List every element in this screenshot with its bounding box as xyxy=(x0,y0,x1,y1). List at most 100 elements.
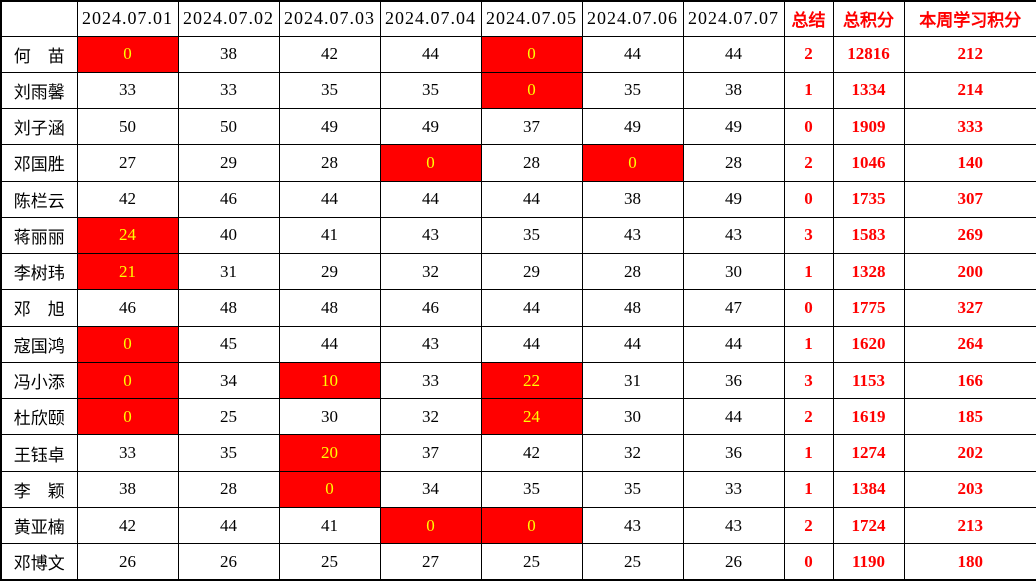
score-cell[interactable]: 44 xyxy=(480,289,583,327)
score-cell[interactable]: 50 xyxy=(177,108,280,146)
score-cell[interactable]: 35 xyxy=(177,434,280,472)
week-points-cell[interactable]: 213 xyxy=(903,506,1036,545)
score-cell[interactable]: 34 xyxy=(379,470,482,508)
name-cell[interactable]: 蒋丽丽 xyxy=(0,216,78,255)
week-points-cell[interactable]: 333 xyxy=(903,108,1036,146)
score-cell[interactable]: 43 xyxy=(581,216,684,255)
total-points-cell[interactable]: 1909 xyxy=(832,108,905,146)
score-cell[interactable]: 41 xyxy=(278,216,381,255)
name-cell[interactable]: 刘子涵 xyxy=(0,108,78,146)
score-cell[interactable]: 26 xyxy=(76,543,179,581)
total-points-cell[interactable]: 1046 xyxy=(832,144,905,182)
score-cell[interactable]: 37 xyxy=(379,434,482,472)
total-points-cell[interactable]: 1274 xyxy=(832,434,905,472)
name-cell[interactable]: 邓国胜 xyxy=(0,144,78,182)
score-cell[interactable]: 35 xyxy=(581,470,684,508)
week-points-cell[interactable]: 214 xyxy=(903,71,1036,110)
score-cell[interactable]: 49 xyxy=(682,180,785,218)
summary-header-cell[interactable]: 总结 xyxy=(783,0,834,37)
score-cell[interactable]: 29 xyxy=(177,144,280,182)
score-cell[interactable]: 36 xyxy=(682,434,785,472)
week-points-cell[interactable]: 140 xyxy=(903,144,1036,182)
score-cell[interactable]: 42 xyxy=(76,506,179,545)
week-points-cell[interactable]: 180 xyxy=(903,543,1036,581)
total-points-cell[interactable]: 1153 xyxy=(832,361,905,400)
score-cell[interactable]: 44 xyxy=(278,325,381,363)
score-cell[interactable]: 46 xyxy=(76,289,179,327)
score-cell[interactable]: 46 xyxy=(177,180,280,218)
score-cell[interactable]: 40 xyxy=(177,216,280,255)
week-points-cell[interactable]: 264 xyxy=(903,325,1036,363)
score-cell[interactable]: 34 xyxy=(177,361,280,400)
total-points-cell[interactable]: 12816 xyxy=(832,35,905,73)
score-cell-flagged[interactable]: 0 xyxy=(278,470,381,508)
score-cell[interactable]: 43 xyxy=(581,506,684,545)
name-cell[interactable]: 邓 旭 xyxy=(0,289,78,327)
total-points-cell[interactable]: 1384 xyxy=(832,470,905,508)
total-points-cell[interactable]: 1724 xyxy=(832,506,905,545)
score-cell[interactable]: 30 xyxy=(581,398,684,436)
summary-cell[interactable]: 1 xyxy=(783,71,834,110)
score-cell-flagged[interactable]: 24 xyxy=(76,216,179,255)
score-cell[interactable]: 28 xyxy=(581,253,684,291)
summary-cell[interactable]: 0 xyxy=(783,543,834,581)
summary-header-cell[interactable]: 本周学习积分 xyxy=(903,0,1036,37)
name-cell[interactable]: 黄亚楠 xyxy=(0,506,78,545)
date-header-cell[interactable]: 2024.07.01 xyxy=(76,0,179,37)
corner-cell[interactable] xyxy=(0,0,78,37)
score-cell[interactable]: 28 xyxy=(682,144,785,182)
score-cell-flagged[interactable]: 0 xyxy=(76,361,179,400)
score-cell[interactable]: 31 xyxy=(581,361,684,400)
score-cell[interactable]: 28 xyxy=(177,470,280,508)
score-cell[interactable]: 38 xyxy=(581,180,684,218)
score-cell-flagged[interactable]: 20 xyxy=(278,434,381,472)
score-cell[interactable]: 26 xyxy=(177,543,280,581)
score-cell[interactable]: 44 xyxy=(682,398,785,436)
total-points-cell[interactable]: 1735 xyxy=(832,180,905,218)
summary-cell[interactable]: 1 xyxy=(783,470,834,508)
score-cell-flagged[interactable]: 0 xyxy=(379,506,482,545)
score-cell-flagged[interactable]: 21 xyxy=(76,253,179,291)
score-cell[interactable]: 42 xyxy=(76,180,179,218)
score-cell-flagged[interactable]: 24 xyxy=(480,398,583,436)
score-cell[interactable]: 48 xyxy=(581,289,684,327)
summary-cell[interactable]: 2 xyxy=(783,35,834,73)
total-points-cell[interactable]: 1619 xyxy=(832,398,905,436)
score-cell[interactable]: 25 xyxy=(177,398,280,436)
score-cell[interactable]: 35 xyxy=(581,71,684,110)
summary-cell[interactable]: 2 xyxy=(783,144,834,182)
score-cell[interactable]: 45 xyxy=(177,325,280,363)
name-cell[interactable]: 刘雨馨 xyxy=(0,71,78,110)
summary-cell[interactable]: 1 xyxy=(783,325,834,363)
score-cell[interactable]: 50 xyxy=(76,108,179,146)
score-cell[interactable]: 46 xyxy=(379,289,482,327)
score-cell[interactable]: 25 xyxy=(480,543,583,581)
date-header-cell[interactable]: 2024.07.04 xyxy=(379,0,482,37)
name-cell[interactable]: 王钰卓 xyxy=(0,434,78,472)
score-cell[interactable]: 44 xyxy=(682,35,785,73)
score-cell[interactable]: 35 xyxy=(480,470,583,508)
score-cell[interactable]: 44 xyxy=(379,35,482,73)
score-cell[interactable]: 36 xyxy=(682,361,785,400)
score-cell[interactable]: 43 xyxy=(379,216,482,255)
name-cell[interactable]: 陈栏云 xyxy=(0,180,78,218)
score-cell[interactable]: 26 xyxy=(682,543,785,581)
date-header-cell[interactable]: 2024.07.05 xyxy=(480,0,583,37)
score-cell[interactable]: 27 xyxy=(379,543,482,581)
score-cell[interactable]: 41 xyxy=(278,506,381,545)
summary-cell[interactable]: 2 xyxy=(783,398,834,436)
score-cell[interactable]: 44 xyxy=(177,506,280,545)
summary-cell[interactable]: 0 xyxy=(783,180,834,218)
summary-cell[interactable]: 1 xyxy=(783,434,834,472)
score-cell-flagged[interactable]: 22 xyxy=(480,361,583,400)
score-cell[interactable]: 42 xyxy=(278,35,381,73)
score-cell[interactable]: 49 xyxy=(379,108,482,146)
summary-cell[interactable]: 3 xyxy=(783,216,834,255)
total-points-cell[interactable]: 1328 xyxy=(832,253,905,291)
score-cell[interactable]: 29 xyxy=(278,253,381,291)
week-points-cell[interactable]: 200 xyxy=(903,253,1036,291)
total-points-cell[interactable]: 1583 xyxy=(832,216,905,255)
score-cell-flagged[interactable]: 0 xyxy=(379,144,482,182)
score-cell[interactable]: 44 xyxy=(581,325,684,363)
score-cell-flagged[interactable]: 0 xyxy=(76,325,179,363)
